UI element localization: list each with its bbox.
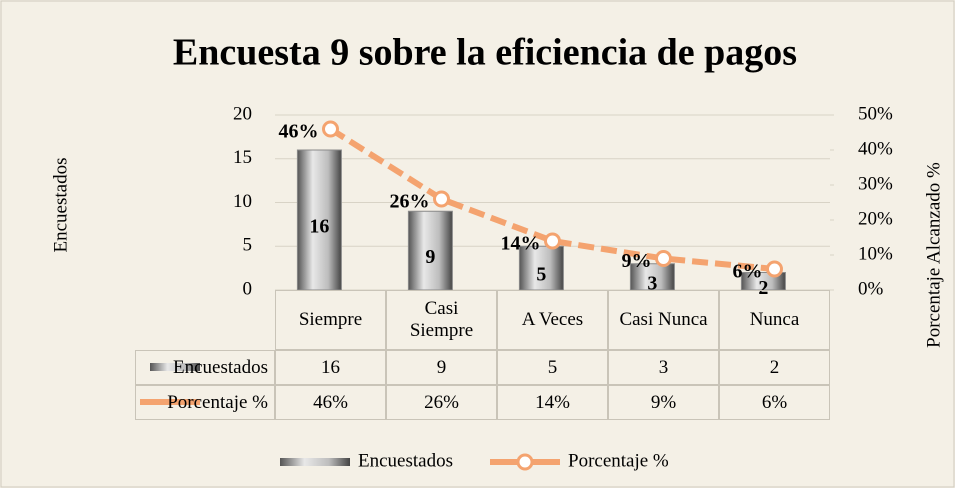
legend-key [280,458,350,466]
table-value: 46% [275,385,386,420]
y-axis-title: Encuestados [50,158,71,253]
table-category: Nunca [719,290,830,350]
data-label: 16 [309,216,329,238]
y-tick-label: 15 [233,147,252,168]
chart-container: Encuesta 9 sobre la eficiencia de pagos … [0,0,955,488]
table-value: 16 [275,350,386,385]
line-marker [435,192,449,206]
line-marker [657,252,671,266]
legend-label: Porcentaje % [568,450,669,471]
data-label: 9% [622,250,652,272]
y-tick-label: 5 [243,235,253,256]
y2-tick-label: 10% [858,243,893,264]
table-value: 26% [386,385,497,420]
table-value: 6% [719,385,830,420]
data-label: 5 [536,264,546,286]
table-category: Siempre [275,290,386,350]
table-category: A Veces [497,290,608,350]
table-row-header: Encuestados [135,350,275,385]
data-label: 9 [425,246,435,268]
y-tick-label: 10 [233,191,252,212]
line-marker [546,234,560,248]
legend-key-marker [518,455,532,469]
y2-tick-label: 50% [858,103,893,124]
table-category: Casi Nunca [608,290,719,350]
legend-label: Encuestados [358,450,453,471]
table-value: 14% [497,385,608,420]
data-label: 46% [279,121,319,143]
data-label: 6% [733,261,763,283]
y-tick-label: 0 [243,278,253,299]
table-value: 2 [719,350,830,385]
y-tick-label: 20 [233,103,252,124]
line-marker [768,262,782,276]
y2-tick-label: 0% [858,278,884,299]
table-value: 9% [608,385,719,420]
y2-axis-title: Porcentaje Alcanzado % [923,162,944,348]
table-value: 9 [386,350,497,385]
chart-title: Encuesta 9 sobre la eficiencia de pagos [173,32,797,74]
line-marker [324,122,338,136]
table-row-header: Porcentaje % [135,385,275,420]
data-label: 26% [390,191,430,213]
table-value: 3 [608,350,719,385]
y2-tick-label: 30% [858,173,893,194]
y2-tick-label: 40% [858,138,893,159]
table-value: 5 [497,350,608,385]
y2-tick-label: 20% [858,208,893,229]
data-label: 14% [501,233,541,255]
table-category: Casi Siempre [386,290,497,350]
